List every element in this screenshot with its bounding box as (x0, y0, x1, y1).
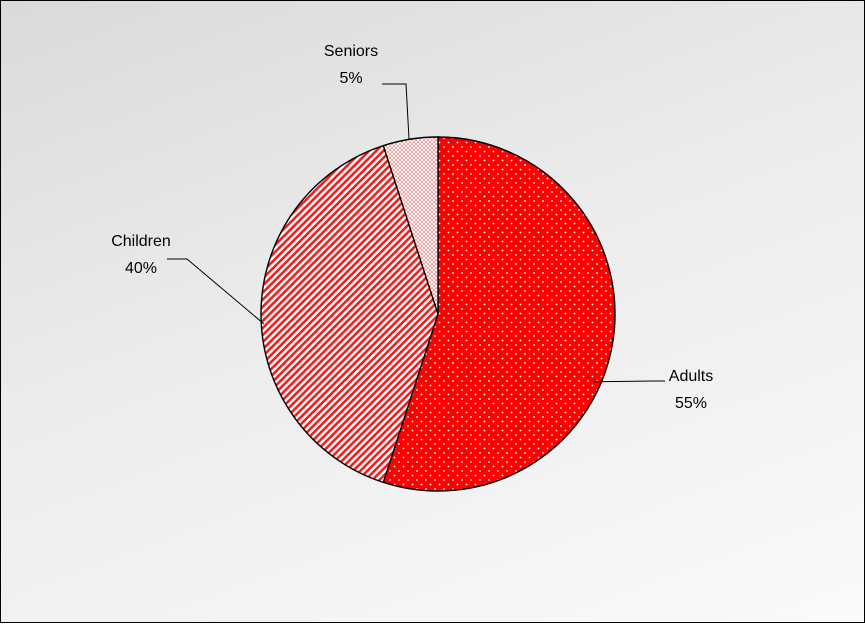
data-label-name-adults: Adults (669, 368, 713, 385)
data-label-percent-seniors: 5% (339, 70, 362, 87)
leader-line-seniors (382, 83, 410, 140)
data-labels: Adults 55% Children 40% Seniors 5% (111, 43, 713, 412)
pie-slice-seniors (382, 136, 439, 315)
data-label-percent-children: 40% (125, 260, 157, 277)
pie-slice-children (260, 144, 439, 484)
leader-lines (167, 83, 665, 383)
data-label-percent-adults: 55% (675, 395, 707, 412)
data-label-name-seniors: Seniors (324, 43, 378, 60)
data-label-name-children: Children (111, 233, 171, 250)
pie-slices (260, 136, 616, 492)
leader-line-adults (592, 380, 665, 383)
leader-line-children (167, 258, 265, 325)
pie-slice-adults (382, 136, 616, 492)
